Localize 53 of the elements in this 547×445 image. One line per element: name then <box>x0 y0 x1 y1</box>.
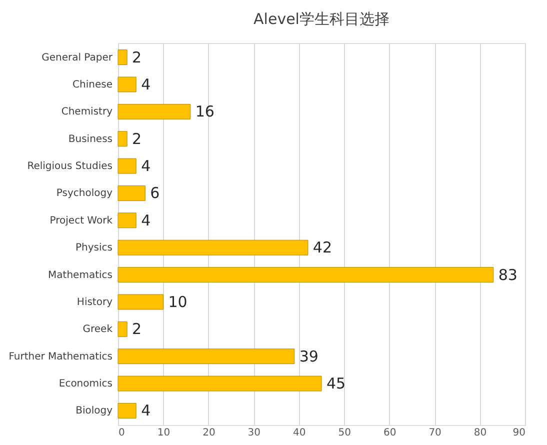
bar <box>118 50 128 65</box>
x-tick-label: 60 <box>383 428 396 438</box>
y-tick-label: Greek <box>82 324 113 336</box>
data-label: 4 <box>141 75 151 94</box>
y-tick-label: Mathematics <box>48 270 112 281</box>
x-tick-label: 90 <box>512 428 526 438</box>
bar <box>118 131 128 147</box>
data-label: 4 <box>141 402 151 420</box>
y-tick-label: General Paper <box>42 52 114 64</box>
y-tick-label: Physics <box>76 242 112 254</box>
x-tick-label: 40 <box>293 428 306 438</box>
bar <box>118 212 136 228</box>
data-label: 45 <box>326 374 346 393</box>
bar <box>118 240 308 256</box>
data-label: 4 <box>141 211 151 230</box>
x-tick-label: 10 <box>157 428 170 438</box>
x-tick-label: 80 <box>474 428 487 438</box>
bar <box>118 76 136 92</box>
y-tick-label: Project Work <box>50 215 113 226</box>
bar <box>118 104 191 120</box>
x-tick-label: 0 <box>118 428 125 438</box>
y-tick-label: Biology <box>76 406 113 417</box>
y-tick-label: Business <box>68 134 112 145</box>
bar <box>118 267 494 283</box>
data-label: 2 <box>132 48 142 66</box>
y-tick-label: Psychology <box>56 188 113 200</box>
data-label: 10 <box>168 292 188 311</box>
x-tick-label: 50 <box>338 428 351 438</box>
y-tick-label: History <box>76 296 113 308</box>
y-tick-label: Chinese <box>72 79 112 90</box>
data-label: 16 <box>195 102 214 121</box>
bar <box>118 185 146 201</box>
y-tick-label: Economics <box>58 378 112 390</box>
data-label: 39 <box>299 347 318 366</box>
data-label: 2 <box>132 320 142 338</box>
bar <box>118 158 136 174</box>
bar <box>118 376 322 392</box>
data-label: 6 <box>150 184 160 202</box>
bar <box>118 321 128 337</box>
chart-title: Alevel学生科目选择 <box>254 10 390 28</box>
data-label: 42 <box>312 238 332 257</box>
data-label: 4 <box>141 157 151 176</box>
data-label: 2 <box>132 130 142 148</box>
y-tick-label: Chemistry <box>61 106 113 118</box>
data-label: 83 <box>498 266 518 284</box>
x-tick-label: 20 <box>202 428 216 438</box>
y-tick-label: Further Mathematics <box>8 351 112 362</box>
x-tick-label: 70 <box>428 428 442 438</box>
y-tick-label: Religious Studies <box>27 161 112 172</box>
x-tick-label: 30 <box>248 428 261 438</box>
bar <box>118 403 136 418</box>
bar <box>118 294 164 310</box>
bar <box>118 348 295 364</box>
